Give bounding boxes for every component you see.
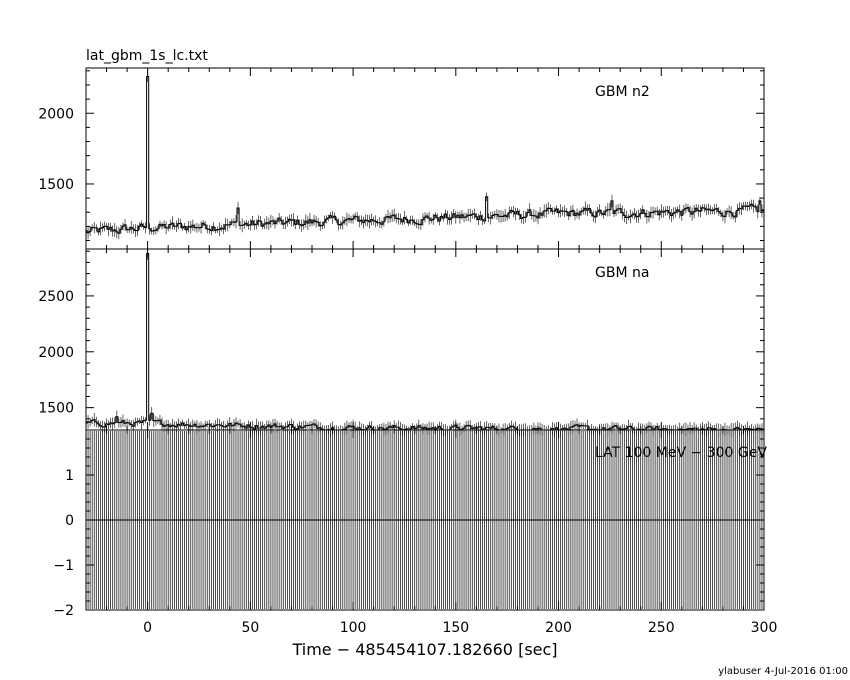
- y-tick-label: 1: [65, 468, 74, 484]
- gbm-light-curve: [86, 76, 764, 234]
- x-tick-label: 0: [143, 620, 152, 636]
- y-tick-label: 1500: [38, 177, 74, 193]
- panel-2-data: [85, 247, 765, 437]
- y-tick-label: 2000: [38, 345, 74, 361]
- panel-1-data: [85, 71, 765, 240]
- x-tick-label: 200: [545, 620, 572, 636]
- y-tick-label: 1500: [38, 401, 74, 417]
- panel-3-bars: [85, 431, 765, 609]
- y-tick-label: 2000: [38, 106, 74, 122]
- panel-3-series-label: LAT 100 MeV − 300 GeV: [595, 445, 767, 461]
- x-tick-label: 100: [340, 620, 367, 636]
- y-tick-label: 2500: [38, 289, 74, 305]
- x-axis-label: Time − 485454107.182660 [sec]: [291, 640, 557, 659]
- footer-stamp: ylabuser 4-Jul-2016 01:00: [718, 666, 848, 677]
- panel-2-frame: [85, 248, 765, 431]
- chart-title: lat_gbm_1s_lc.txt: [86, 48, 208, 64]
- y-tick-label: 0: [65, 513, 74, 529]
- x-tick-label: 300: [751, 620, 778, 636]
- panel-1-series-label: GBM n2: [595, 84, 650, 100]
- y-tick-label: −2: [53, 603, 74, 619]
- x-tick-label: 150: [442, 620, 469, 636]
- panel-2-series-label: GBM na: [595, 265, 649, 281]
- x-tick-label: 250: [648, 620, 675, 636]
- x-tick-label: 50: [241, 620, 259, 636]
- axis-ticks: 0 50 100 150 200 250 300 1500 2000 1500 2000 2500 −2…: [38, 68, 777, 636]
- y-tick-label: −1: [53, 558, 74, 574]
- gbm-light-curve: [86, 253, 764, 431]
